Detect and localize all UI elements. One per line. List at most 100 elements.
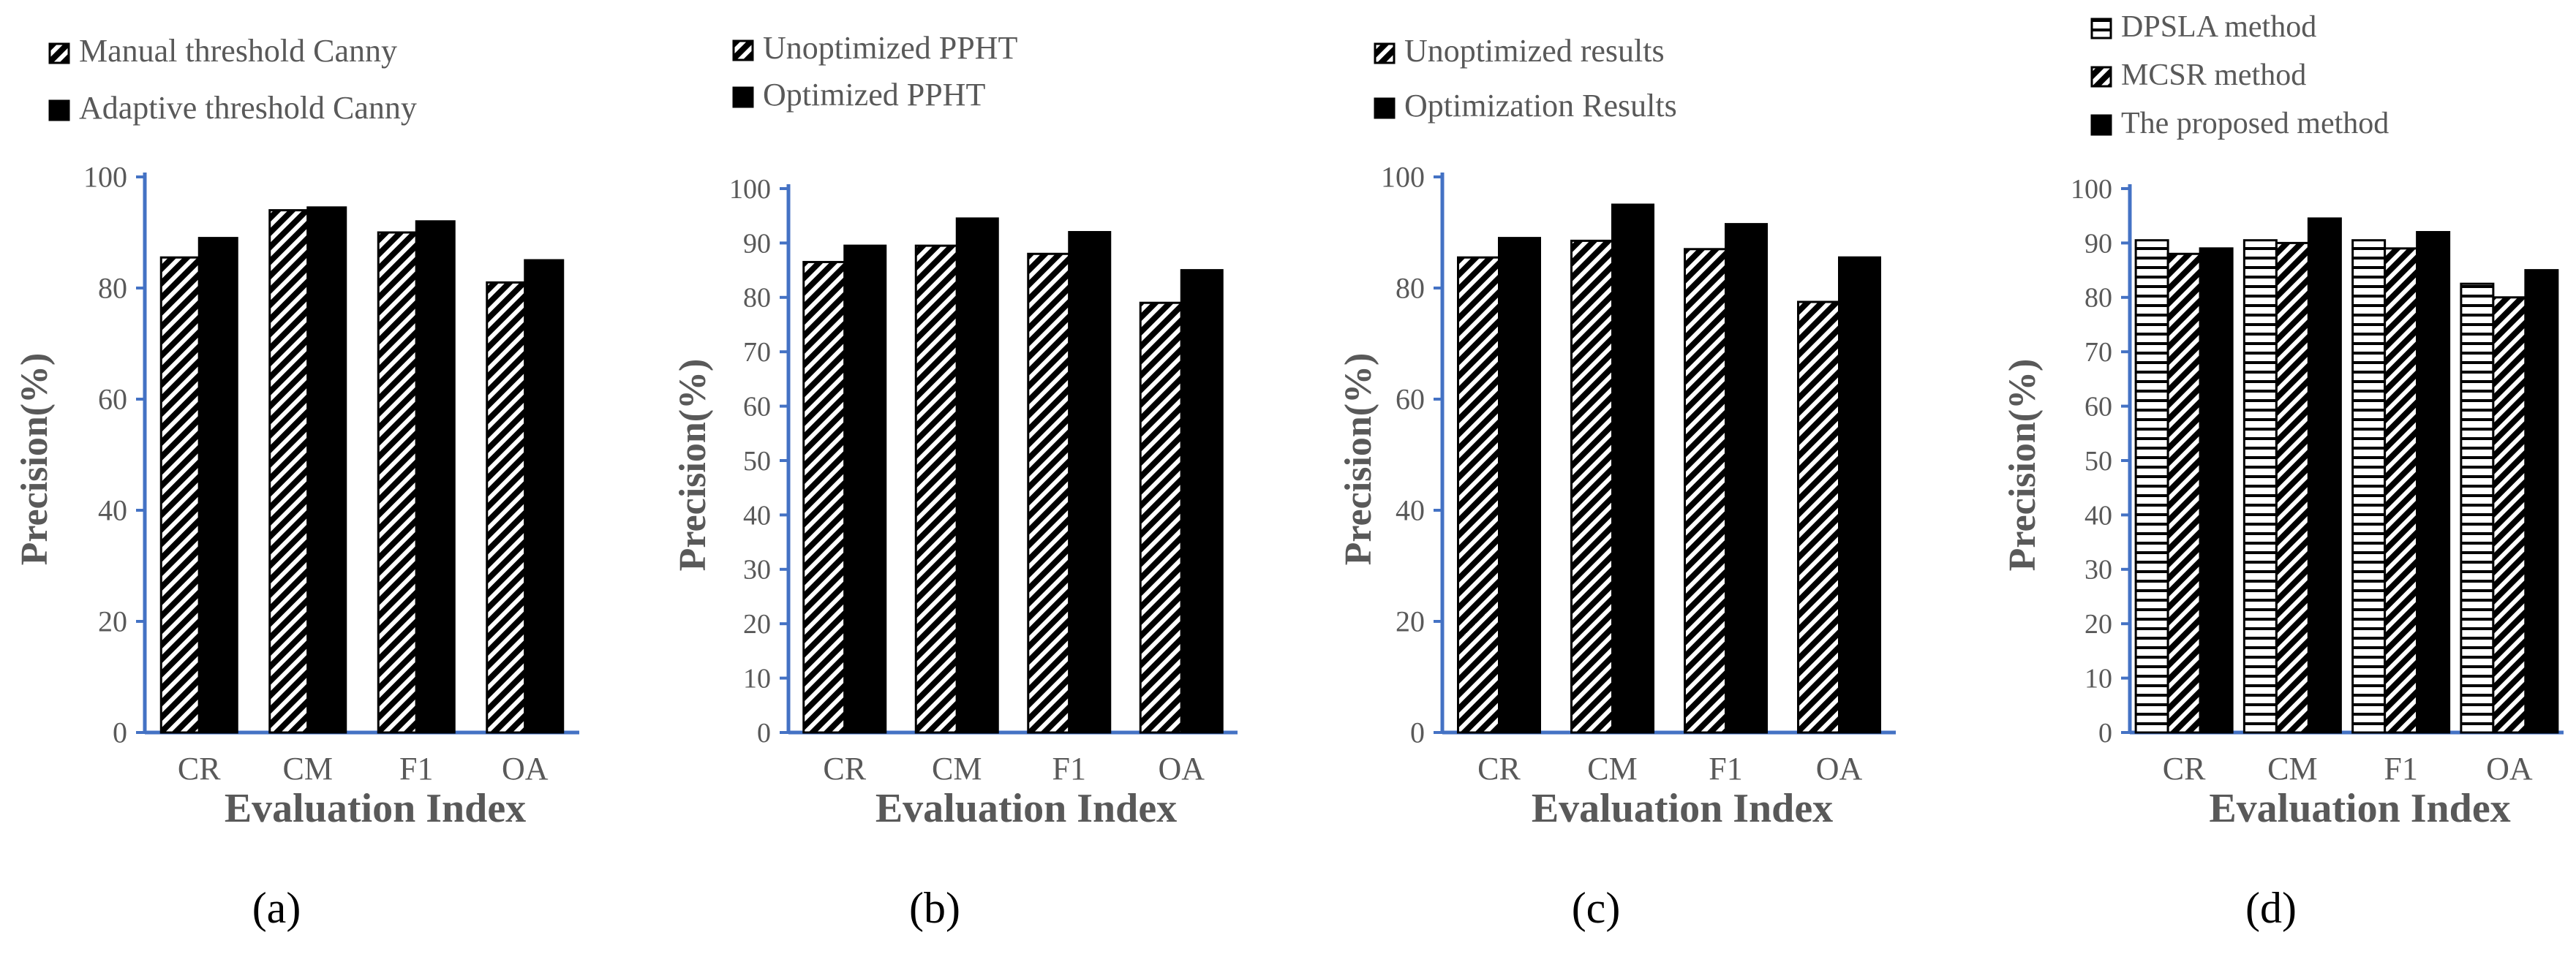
y-tick-label: 60	[2084, 392, 2112, 423]
y-tick-label: 80	[2084, 283, 2112, 314]
legend-entry: MCSR method	[2121, 58, 2306, 92]
y-axis-title: Precision(%)	[1338, 353, 1379, 566]
y-tick-label: 0	[757, 718, 771, 749]
x-axis-title: Evaluation Index	[225, 786, 526, 831]
bar-cr-series-1	[159, 256, 200, 734]
x-tick-label: OA	[1816, 751, 1863, 787]
y-tick-label: 20	[2084, 609, 2112, 640]
bar-oa-series-1	[1139, 301, 1183, 734]
legend-swatch	[48, 42, 70, 64]
y-axis-title: Precision(%)	[14, 353, 56, 566]
x-tick-label: OA	[2486, 751, 2533, 787]
legend-entry: Optimization Results	[1404, 88, 1677, 124]
bar-oa-series-2	[524, 259, 565, 734]
bar-cr-series-1	[2134, 239, 2169, 734]
y-tick-label: 70	[2084, 337, 2112, 368]
bar-cm-series-1	[268, 209, 309, 734]
y-tick-label: 40	[743, 500, 771, 531]
bar-f1-series-3	[2416, 231, 2451, 734]
y-axis-title: Precision(%)	[672, 359, 714, 572]
x-tick-label: CR	[178, 751, 221, 787]
bar-cm-series-3	[2307, 217, 2342, 734]
x-tick-label: F1	[1052, 751, 1086, 787]
bar-cm-series-2	[306, 206, 347, 734]
y-tick-label: 60	[98, 383, 127, 416]
legend-entry: Unoptimized PPHT	[763, 30, 1017, 66]
y-tick-label: 80	[743, 283, 771, 314]
legend-entry: Adaptive threshold Canny	[79, 90, 417, 126]
y-tick-label: 100	[2071, 174, 2112, 205]
y-tick-label: 100	[729, 174, 771, 205]
x-tick-label: CM	[1587, 751, 1637, 787]
bar-cr-series-2	[1498, 237, 1541, 734]
y-tick-label: 50	[743, 446, 771, 477]
bar-cm-series-2	[2275, 241, 2310, 734]
bar-f1-series-1	[377, 231, 418, 734]
bar-f1-series-2	[1725, 223, 1768, 734]
x-axis-title: Evaluation Index	[875, 786, 1177, 831]
bar-f1-series-2	[2384, 247, 2419, 734]
bar-cr-series-2	[2166, 252, 2202, 734]
bar-cm-series-1	[2242, 239, 2278, 734]
bar-oa-series-1	[2460, 282, 2495, 734]
y-tick-label: 60	[743, 392, 771, 423]
legend-swatch	[1374, 97, 1396, 119]
x-tick-label: OA	[1158, 751, 1205, 787]
bar-f1-series-1	[1684, 248, 1727, 734]
x-tick-label: CR	[2163, 751, 2206, 787]
y-tick-label: 30	[743, 555, 771, 586]
bar-cr-series-2	[197, 237, 238, 734]
chart-panel-c: 0 20 40 60 80 100 Precision(%) CR CM F1 OAEvaluati…	[1338, 33, 1896, 932]
y-tick-label: 20	[743, 609, 771, 640]
y-tick-label: 40	[98, 494, 127, 527]
x-tick-label: CR	[1477, 751, 1521, 787]
y-tick-label: 80	[1396, 272, 1425, 305]
y-tick-label: 80	[98, 272, 127, 305]
bar-cr-series-2	[843, 244, 887, 734]
bar-cr-series-1	[802, 260, 846, 734]
bar-oa-series-2	[2492, 296, 2527, 734]
x-axis-title: Evaluation Index	[2209, 786, 2510, 831]
y-tick-label: 10	[743, 664, 771, 694]
legend-entry: The proposed method	[2121, 107, 2389, 140]
y-tick-label: 0	[113, 716, 127, 749]
legend-swatch	[732, 39, 754, 61]
y-tick-label: 100	[1381, 161, 1425, 194]
bar-cm-series-2	[955, 217, 999, 734]
legend-entry: Optimized PPHT	[763, 77, 985, 113]
y-tick-label: 40	[2084, 500, 2112, 531]
y-tick-label: 30	[2084, 555, 2112, 586]
panel-label: (d)	[2245, 884, 2297, 932]
y-tick-label: 40	[1396, 494, 1425, 527]
bar-oa-series-3	[2524, 269, 2559, 734]
y-tick-label: 10	[2084, 664, 2112, 694]
chart-panel-d: 0 10 20 30 40 50 60 70 80 90 100 Precision(%) CR CM F1…	[2002, 10, 2564, 932]
bar-cm-series-2	[1611, 203, 1654, 734]
x-tick-label: CR	[823, 751, 866, 787]
legend-entry: Manual threshold Canny	[79, 33, 397, 69]
x-tick-label: OA	[502, 751, 549, 787]
bar-oa-series-2	[1180, 269, 1224, 734]
y-tick-label: 90	[743, 228, 771, 259]
legend-swatch	[732, 86, 754, 108]
x-tick-label: CM	[2267, 751, 2317, 787]
x-tick-label: CM	[283, 751, 333, 787]
legend-entry: Unoptimized results	[1404, 33, 1665, 69]
bar-f1-series-1	[2351, 239, 2387, 734]
x-tick-label: F1	[399, 751, 433, 787]
y-tick-label: 70	[743, 337, 771, 368]
legend-swatch	[2090, 66, 2112, 88]
legend-swatch	[48, 99, 70, 121]
legend-entry: DPSLA method	[2121, 10, 2316, 44]
chart-panel-a: 0 20 40 60 80 100 Precision(%) CR CM F1 OAEvaluati…	[14, 33, 579, 932]
x-tick-label: F1	[1709, 751, 1742, 787]
y-tick-label: 100	[83, 161, 127, 194]
panel-label: (c)	[1572, 884, 1621, 932]
chart-panel-b: 0 10 20 30 40 50 60 70 80 90 100 Precision(%) CR CM F1…	[672, 30, 1238, 932]
y-tick-label: 20	[1396, 605, 1425, 638]
y-tick-label: 60	[1396, 383, 1425, 416]
y-tick-label: 20	[98, 605, 127, 638]
panel-label: (a)	[252, 884, 301, 932]
y-tick-label: 90	[2084, 228, 2112, 259]
